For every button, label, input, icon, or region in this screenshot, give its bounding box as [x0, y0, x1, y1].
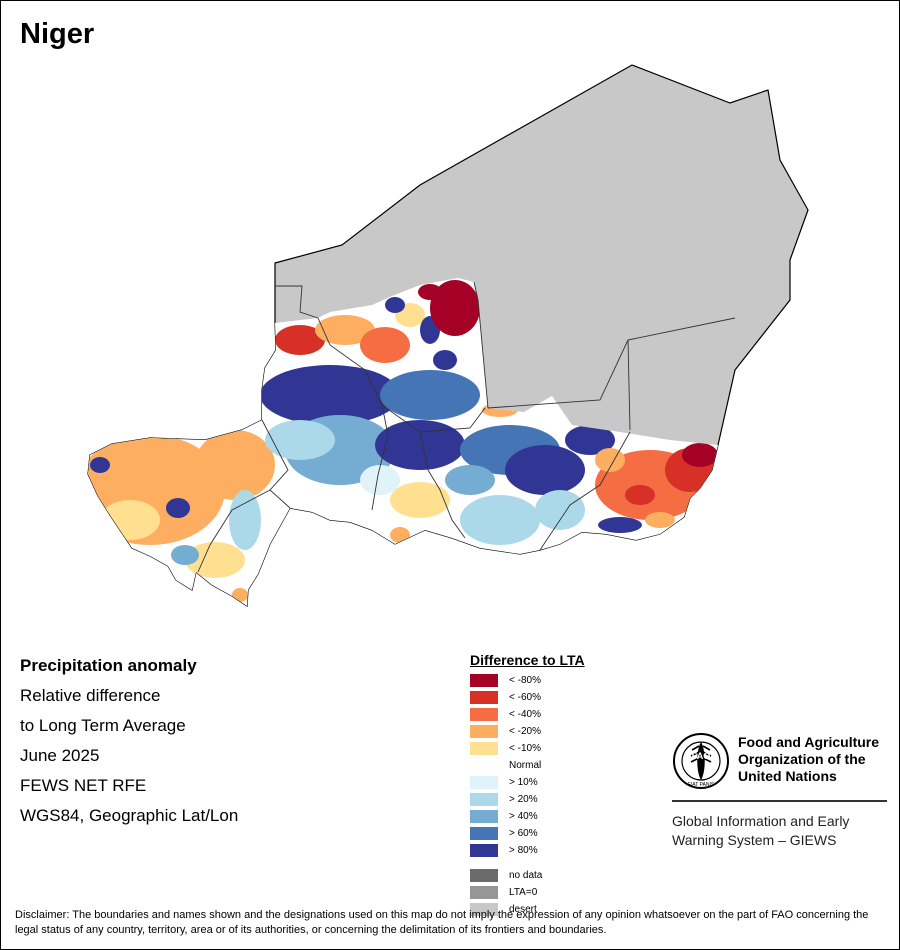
legend-swatch — [470, 793, 498, 806]
legend-swatch — [470, 708, 498, 721]
legend-item: Normal — [470, 758, 585, 775]
fao-logo-motto: FIAT PANIS — [688, 782, 715, 788]
legend-item: > 80% — [470, 843, 585, 860]
legend-title: Difference to LTA — [470, 652, 585, 668]
legend-swatch — [470, 827, 498, 840]
legend-label: desert — [509, 904, 537, 915]
legend-swatch — [470, 691, 498, 704]
legend-label: < -20% — [509, 726, 541, 737]
admin-boundaries — [197, 281, 736, 573]
info-line: Relative difference — [20, 686, 161, 705]
legend-item: LTA=0 — [470, 885, 585, 902]
legend-item: no data — [470, 868, 585, 885]
info-line: June 2025 — [20, 746, 100, 765]
legend-swatch — [470, 886, 498, 899]
disclaimer: Disclaimer: The boundaries and names sho… — [15, 909, 869, 936]
legend-swatch — [470, 903, 498, 916]
legend-swatch — [470, 869, 498, 882]
fao-logo-icon: FAO FIAT PANIS — [673, 733, 729, 789]
legend-label: > 40% — [509, 811, 538, 822]
legend-swatch — [470, 742, 498, 755]
info-line: WGS84, Geographic Lat/Lon — [20, 806, 239, 825]
info-line: FEWS NET RFE — [20, 776, 147, 795]
info-line: to Long Term Average — [20, 716, 186, 735]
niger-map — [87, 64, 809, 608]
legend-item: desert — [470, 902, 585, 919]
legend-label: no data — [509, 870, 543, 881]
legend-label: < -80% — [509, 675, 541, 686]
legend-swatch — [470, 725, 498, 738]
legend-item: < -60% — [470, 690, 585, 707]
giews-line: Warning System – GIEWS — [672, 832, 837, 848]
fao-divider — [672, 800, 887, 802]
legend-item: > 60% — [470, 826, 585, 843]
legend-label: < -10% — [509, 743, 541, 754]
legend-label: > 10% — [509, 777, 538, 788]
legend-swatch — [470, 674, 498, 687]
legend-item: < -40% — [470, 707, 585, 724]
legend: Difference to LTA < -80% < -60% < -40% < -2… — [470, 652, 585, 919]
legend-item: < -10% — [470, 741, 585, 758]
fao-name: Food and Agriculture Organization of the… — [738, 734, 880, 784]
legend-label: > 20% — [509, 794, 538, 805]
legend-label: < -40% — [509, 709, 541, 720]
giews-line: Global Information and Early — [672, 813, 850, 829]
fao-logo-text: FAO — [692, 751, 711, 761]
legend-label: LTA=0 — [509, 887, 538, 898]
legend-swatch — [470, 810, 498, 823]
info-heading: Precipitation anomaly — [20, 656, 197, 675]
legend-item: < -80% — [470, 673, 585, 690]
legend-swatch — [470, 844, 498, 857]
legend-swatch — [470, 776, 498, 789]
map-title: Niger — [20, 18, 95, 50]
giews-name: Global Information and Early Warning Sys… — [672, 812, 888, 850]
legend-item: < -20% — [470, 724, 585, 741]
legend-label: > 80% — [509, 845, 538, 856]
legend-item: > 20% — [470, 792, 585, 809]
legend-label: > 60% — [509, 828, 538, 839]
legend-label: Normal — [509, 760, 542, 771]
legend-item: > 10% — [470, 775, 585, 792]
map-info-block: Precipitation anomaly Relative differenc… — [20, 655, 238, 835]
legend-item: > 40% — [470, 809, 585, 826]
legend-label: < -60% — [509, 692, 541, 703]
